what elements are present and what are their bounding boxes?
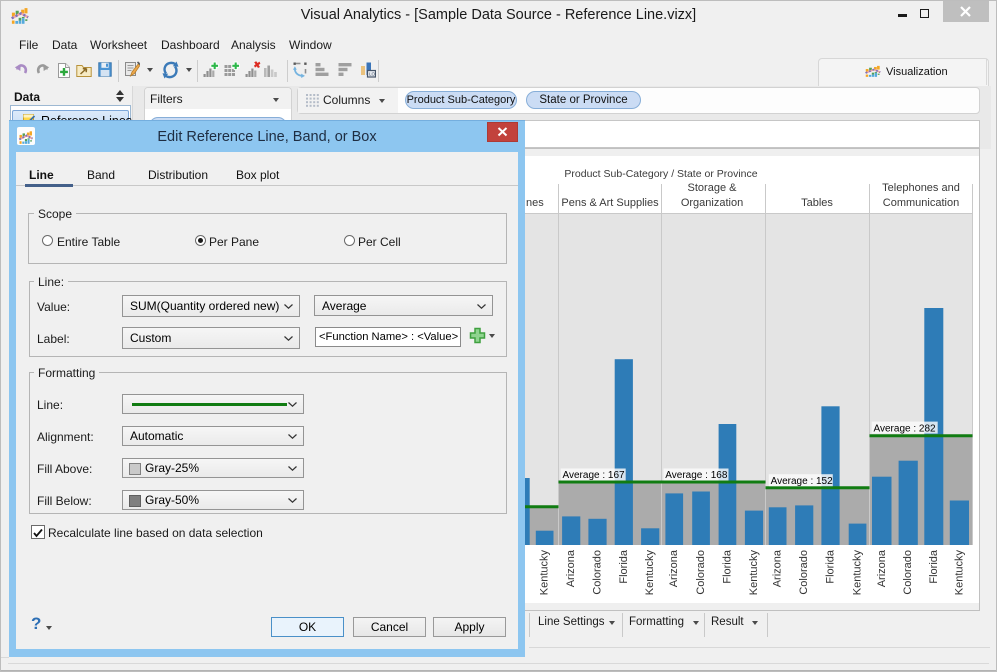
svg-text:Arizona: Arizona xyxy=(772,549,784,587)
svg-text:Kentucky: Kentucky xyxy=(748,550,760,596)
svg-text:Arizona: Arizona xyxy=(668,549,680,587)
svg-text:Average : 152: Average : 152 xyxy=(771,476,834,487)
svg-text:Florida: Florida xyxy=(825,549,837,584)
svg-text:Kentucky: Kentucky xyxy=(539,550,551,596)
svg-text:Kentucky: Kentucky xyxy=(953,550,965,596)
svg-text:Colorado: Colorado xyxy=(695,550,707,595)
svg-text:Average : 168: Average : 168 xyxy=(665,470,728,481)
svg-text:Product Sub-Category / State o: Product Sub-Category / State or Province xyxy=(564,168,757,180)
svg-text:Pens & Art Supplies: Pens & Art Supplies xyxy=(561,197,659,209)
svg-text:Tables: Tables xyxy=(801,197,833,209)
svg-text:Florida: Florida xyxy=(928,549,940,584)
svg-text:Colorado: Colorado xyxy=(592,550,604,595)
svg-text:Kentucky: Kentucky xyxy=(644,550,656,596)
svg-text:Colorado: Colorado xyxy=(798,550,810,595)
svg-text:Florida: Florida xyxy=(618,549,630,584)
svg-text:Communication: Communication xyxy=(883,197,959,209)
svg-text:Average : 282: Average : 282 xyxy=(874,423,937,434)
svg-text:Colorado: Colorado xyxy=(902,550,914,595)
svg-text:Arizona: Arizona xyxy=(876,549,888,587)
svg-text:Arizona: Arizona xyxy=(565,549,577,587)
svg-text:Florida: Florida xyxy=(721,549,733,584)
svg-text:LO: LO xyxy=(369,72,376,77)
svg-text:Average : 167: Average : 167 xyxy=(563,470,626,481)
svg-text:Telephones and: Telephones and xyxy=(882,182,960,194)
svg-text:Kentucky: Kentucky xyxy=(852,550,864,596)
svg-text:Organization: Organization xyxy=(681,197,743,209)
svg-text:nes: nes xyxy=(526,197,544,209)
svg-text:Storage &: Storage & xyxy=(688,182,738,194)
